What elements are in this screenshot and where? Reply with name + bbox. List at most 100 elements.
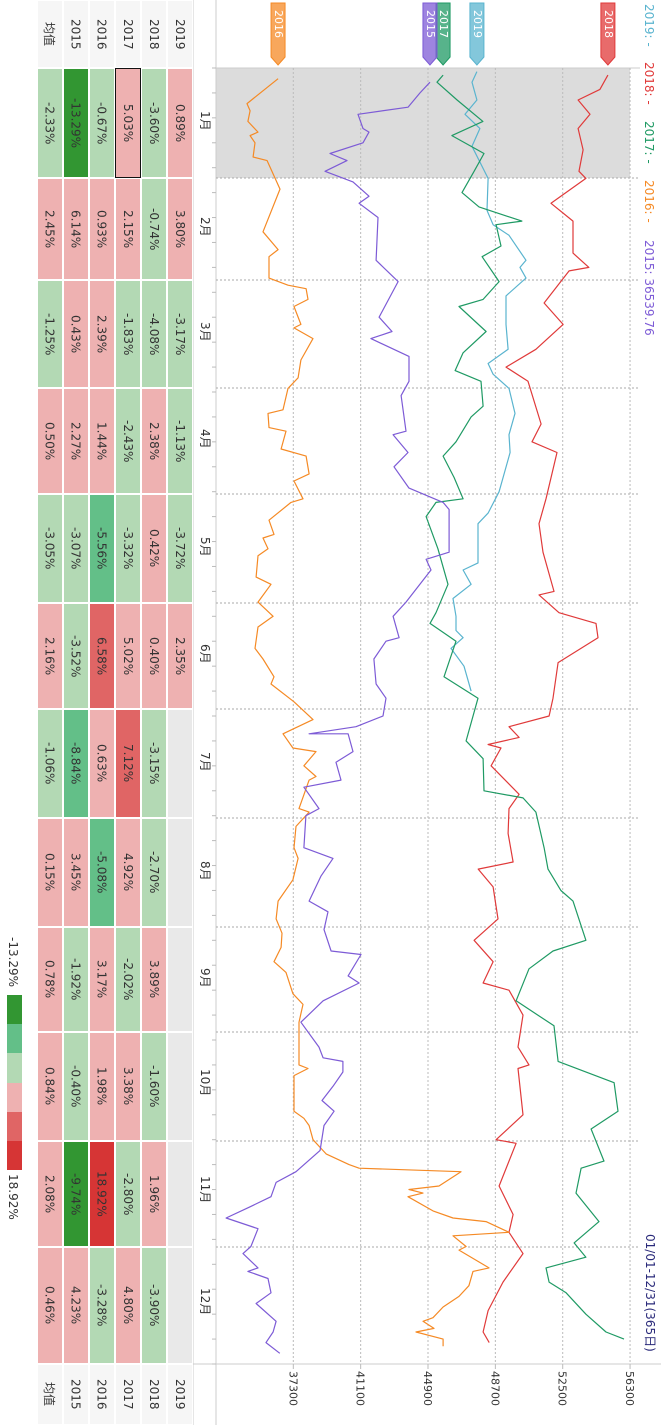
cell-value: -3.60% [146, 101, 161, 145]
table-cell[interactable]: 1.98% [88, 1032, 115, 1141]
table-cell[interactable]: -2.70% [140, 818, 167, 927]
table-cell[interactable]: 0.93% [88, 178, 115, 280]
table-cell[interactable]: -3.90% [140, 1247, 167, 1364]
table-cell[interactable]: 7.12% [114, 709, 141, 818]
table-cell[interactable]: -2.33% [36, 68, 63, 178]
table-cell[interactable]: 2.27% [62, 388, 89, 494]
month-label[interactable]: 4月 [198, 429, 212, 449]
month-label[interactable]: 10月 [198, 1068, 212, 1096]
table-cell[interactable]: -1.06% [36, 709, 63, 818]
table-cell[interactable]: -8.84% [62, 709, 89, 818]
table-cell[interactable]: -1.25% [36, 280, 63, 388]
table-cell[interactable]: -3.28% [88, 1247, 115, 1364]
month-label[interactable]: 8月 [198, 860, 212, 881]
legend: 2019 2019: - 2018: - 2017: - 2016: - 201… [640, 4, 660, 344]
table-cell[interactable]: 0.84% [36, 1032, 63, 1141]
table-cell[interactable]: 3.80% [167, 178, 193, 280]
table-cell[interactable]: -0.67% [88, 68, 115, 178]
table-cell[interactable]: 0.63% [88, 709, 115, 818]
table-cell[interactable]: 2.15% [114, 178, 141, 280]
legend-item-2017[interactable]: 2017: - [642, 121, 656, 164]
table-cell[interactable]: 0.40% [140, 603, 167, 709]
series-line-2017 [425, 74, 625, 1340]
table-cell[interactable]: 2.39% [88, 280, 115, 388]
table-cell[interactable]: -9.74% [62, 1141, 89, 1247]
table-cell[interactable]: 4.92% [114, 818, 141, 927]
table-cell[interactable]: -1.83% [114, 280, 141, 388]
table-cell[interactable]: -5.08% [88, 818, 115, 927]
month-label[interactable]: 5月 [198, 536, 212, 557]
table-cell[interactable] [167, 1032, 193, 1141]
table-cell[interactable]: 5.02% [114, 603, 141, 709]
table-cell[interactable]: 0.15% [36, 818, 63, 927]
table-cell[interactable]: 6.14% [62, 178, 89, 280]
table-cell[interactable]: -13.29% [62, 68, 89, 178]
legend-item-2018[interactable]: 2018: - [642, 62, 656, 105]
year-header-bottom: 2018 [140, 1364, 167, 1425]
month-label[interactable]: 6月 [198, 644, 212, 664]
table-cell[interactable]: 2.35% [167, 603, 193, 709]
legend-item-2016[interactable]: 2016: - [642, 180, 656, 223]
table-cell[interactable] [167, 1247, 193, 1364]
table-cell[interactable]: -1.13% [167, 388, 193, 494]
table-cell[interactable]: 2.45% [36, 178, 63, 280]
table-cell[interactable] [167, 818, 193, 927]
table-cell[interactable] [167, 927, 193, 1032]
table-cell[interactable]: -3.17% [167, 280, 193, 388]
table-cell[interactable]: 6.58% [88, 603, 115, 709]
cell-value: 3.89% [146, 960, 161, 999]
table-cell[interactable]: 2.08% [36, 1141, 63, 1247]
table-cell[interactable]: 3.45% [62, 818, 89, 927]
month-label[interactable]: 11月 [198, 1176, 212, 1204]
table-cell[interactable]: 0.42% [140, 494, 167, 603]
table-cell[interactable]: 4.23% [62, 1247, 89, 1364]
table-cell[interactable]: 0.89% [167, 68, 193, 178]
month-label[interactable]: 7月 [198, 751, 212, 772]
table-cell[interactable]: 1.96% [140, 1141, 167, 1247]
table-cell[interactable]: 18.92% [88, 1141, 115, 1247]
table-cell[interactable]: 2.38% [140, 388, 167, 494]
table-cell[interactable]: 0.43% [62, 280, 89, 388]
month-label[interactable]: 12月 [198, 1287, 212, 1315]
table-cell[interactable]: -4.08% [140, 280, 167, 388]
table-cell[interactable]: -3.15% [140, 709, 167, 818]
table-cell[interactable]: -0.74% [140, 178, 167, 280]
table-cell[interactable]: -1.60% [140, 1032, 167, 1141]
table-cell[interactable]: 5.03% [114, 68, 141, 178]
table-cell[interactable]: -3.52% [62, 603, 89, 709]
month-label[interactable]: 1月 [198, 111, 212, 131]
table-cell[interactable]: -2.80% [114, 1141, 141, 1247]
table-cell[interactable]: 3.89% [140, 927, 167, 1032]
cell-value: 0.63% [94, 744, 109, 783]
table-cell[interactable]: 0.50% [36, 388, 63, 494]
table-cell[interactable]: -3.07% [62, 494, 89, 603]
table-cell[interactable]: 0.78% [36, 927, 63, 1032]
table-cell[interactable]: -3.32% [114, 494, 141, 603]
table-cell[interactable]: 2.16% [36, 603, 63, 709]
table-cell[interactable]: -3.60% [140, 68, 167, 178]
value-tick-label: 37300 [286, 1371, 300, 1406]
month-label[interactable]: 3月 [198, 322, 212, 342]
month-label[interactable]: 9月 [198, 967, 212, 988]
cell-value: 1.44% [94, 421, 109, 461]
table-cell[interactable] [167, 1141, 193, 1247]
table-cell[interactable]: -1.92% [62, 927, 89, 1032]
legend-item-2019[interactable]: 2019: - [642, 4, 656, 47]
table-cell[interactable]: -2.43% [114, 388, 141, 494]
table-cell[interactable]: 3.38% [114, 1032, 141, 1141]
table-cell[interactable]: -5.56% [88, 494, 115, 603]
table-cell[interactable]: 4.80% [114, 1247, 141, 1364]
table-cell[interactable]: -2.02% [114, 927, 141, 1032]
table-cell[interactable]: 3.17% [88, 927, 115, 1032]
table-cell[interactable]: -0.40% [62, 1032, 89, 1141]
legend-item-2015[interactable]: 2015: 36539.76 [642, 240, 656, 336]
table-cell[interactable] [167, 709, 193, 818]
cell-value: 0.89% [173, 103, 187, 143]
cell-value: 3.17% [94, 960, 109, 999]
month-label[interactable]: 2月 [198, 217, 212, 237]
month-axis: 1月 2月 3月 4月 5月 6月 7月 8月 9月 10月 11月 12月 [193, 0, 216, 1425]
table-cell[interactable]: 1.44% [88, 388, 115, 494]
table-cell[interactable]: -3.72% [167, 494, 193, 603]
table-cell[interactable]: -3.05% [36, 494, 63, 603]
table-cell[interactable]: 0.46% [36, 1247, 63, 1364]
